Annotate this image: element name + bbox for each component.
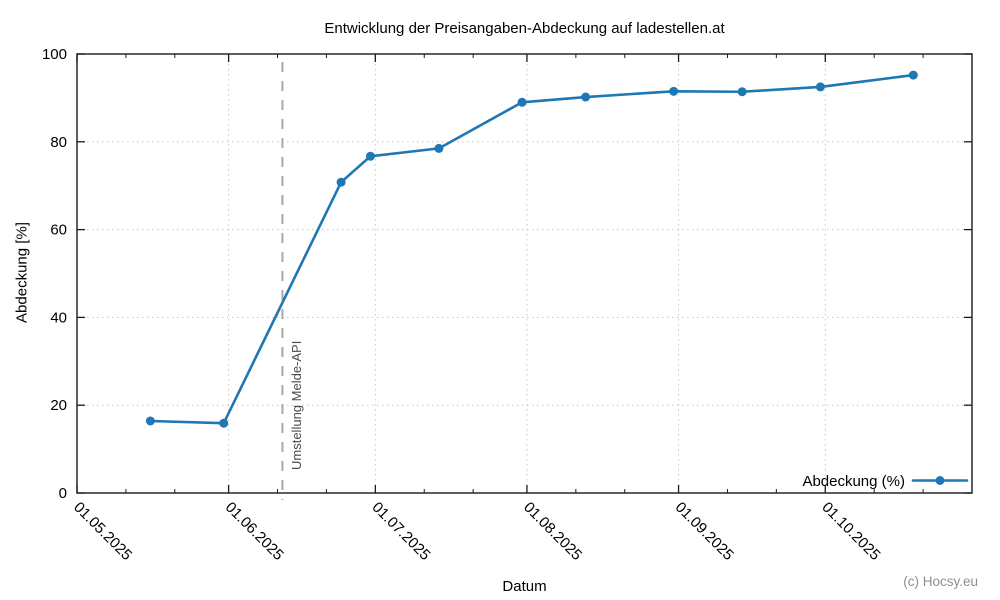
series-point: [434, 143, 444, 153]
y-axis-label: Abdeckung [%]: [13, 222, 31, 323]
legend-label: Abdeckung (%): [802, 473, 905, 490]
x-tick-label: 01.07.2025: [369, 499, 434, 564]
watermark: (c) Hocsy.eu: [903, 574, 978, 589]
series-line: [149, 73, 915, 425]
x-tick-label: 01.09.2025: [672, 499, 737, 564]
y-tick-label: 0: [59, 485, 67, 502]
series-point: [145, 416, 155, 426]
chart-title: Entwicklung der Preisangaben-Abdeckung a…: [324, 20, 725, 37]
text-layer: Abdeckung (%) Umstellung Melde-API: [289, 341, 905, 490]
y-tick-label: 40: [50, 309, 67, 326]
x-tick-label: 01.10.2025: [818, 499, 883, 564]
x-tick-label: 01.05.2025: [70, 499, 135, 564]
series-point: [669, 86, 679, 96]
series-point: [581, 92, 591, 102]
x-axis-label: Datum: [502, 578, 547, 595]
x-tick-label: 01.08.2025: [520, 499, 585, 564]
series-point: [219, 418, 229, 428]
y-tick-label: 100: [42, 46, 67, 63]
plot-border: [76, 53, 973, 494]
series-point: [815, 82, 825, 92]
series-point: [737, 87, 747, 97]
series-point: [517, 97, 527, 107]
series-point: [908, 70, 918, 80]
series-point: [336, 177, 346, 187]
y-tick-label: 60: [50, 222, 67, 239]
x-tick-label: 01.06.2025: [222, 499, 287, 564]
y-tick-label: 80: [50, 134, 67, 151]
legend-point-sample: [935, 476, 945, 485]
series-point: [365, 151, 375, 161]
annotation-label: Umstellung Melde-API: [289, 341, 304, 470]
y-tick-label: 20: [50, 397, 67, 414]
